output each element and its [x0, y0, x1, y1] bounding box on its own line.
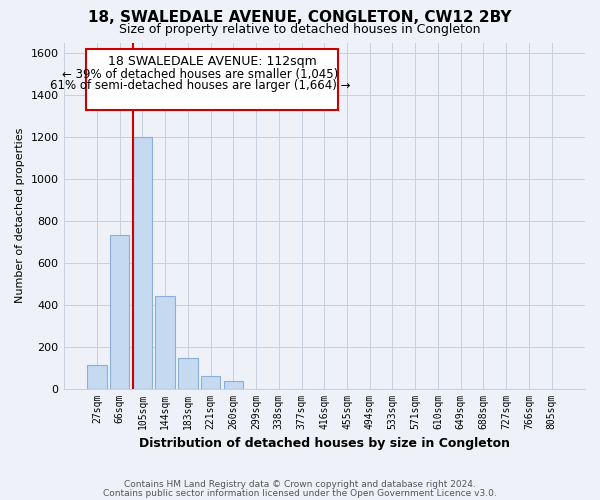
X-axis label: Distribution of detached houses by size in Congleton: Distribution of detached houses by size …: [139, 437, 510, 450]
Text: ← 39% of detached houses are smaller (1,045): ← 39% of detached houses are smaller (1,…: [62, 68, 339, 80]
Y-axis label: Number of detached properties: Number of detached properties: [15, 128, 25, 303]
Bar: [224, 381, 243, 388]
Text: Contains public sector information licensed under the Open Government Licence v3: Contains public sector information licen…: [103, 490, 497, 498]
Bar: [201, 376, 220, 388]
Text: 61% of semi-detached houses are larger (1,664) →: 61% of semi-detached houses are larger (…: [50, 79, 351, 92]
Bar: [155, 296, 175, 388]
Text: 18, SWALEDALE AVENUE, CONGLETON, CW12 2BY: 18, SWALEDALE AVENUE, CONGLETON, CW12 2B…: [88, 10, 512, 25]
Text: 18 SWALEDALE AVENUE: 112sqm: 18 SWALEDALE AVENUE: 112sqm: [107, 55, 316, 68]
FancyBboxPatch shape: [86, 49, 338, 110]
Text: Contains HM Land Registry data © Crown copyright and database right 2024.: Contains HM Land Registry data © Crown c…: [124, 480, 476, 489]
Bar: [110, 236, 130, 388]
Bar: [178, 358, 197, 388]
Bar: [87, 366, 107, 388]
Text: Size of property relative to detached houses in Congleton: Size of property relative to detached ho…: [119, 22, 481, 36]
Bar: [133, 137, 152, 388]
